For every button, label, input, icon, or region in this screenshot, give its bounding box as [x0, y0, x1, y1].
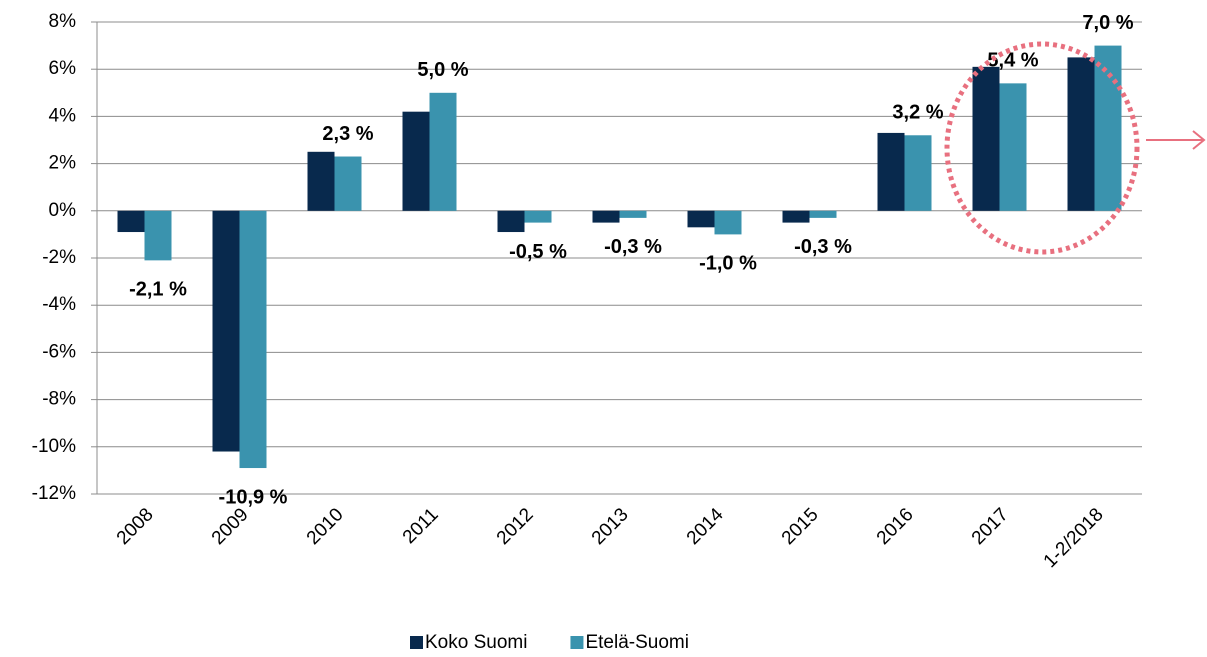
- bar: [809, 210, 837, 218]
- value-label: -0,5 %: [509, 241, 567, 263]
- y-tick-label: 0%: [49, 200, 77, 221]
- highlight-circle: [944, 41, 1140, 255]
- legend-swatch: [570, 636, 584, 649]
- bar: [592, 210, 620, 223]
- bar: [972, 66, 1000, 211]
- value-label: 2,3 %: [322, 123, 373, 145]
- bar: [524, 210, 552, 223]
- y-tick-label: 2%: [49, 153, 77, 174]
- x-tick-label: 2014: [683, 504, 728, 549]
- bar: [877, 132, 905, 211]
- x-tick-label: 2009: [208, 504, 253, 549]
- y-tick-label: -6%: [42, 341, 76, 362]
- value-label: -10,9 %: [219, 486, 288, 508]
- bar: [999, 83, 1027, 211]
- bar: [334, 156, 362, 211]
- bar: [402, 111, 430, 211]
- value-label: -2,1 %: [129, 279, 187, 301]
- bar: [687, 210, 715, 228]
- x-tick-label: 2010: [303, 504, 348, 549]
- x-tick-label: 2008: [113, 504, 158, 549]
- y-tick-label: -2%: [42, 247, 76, 268]
- bar: [307, 151, 335, 211]
- y-tick-label: -4%: [42, 294, 76, 315]
- bar: [782, 210, 810, 223]
- x-tick-label: 2011: [399, 504, 443, 548]
- y-tick-label: -8%: [42, 389, 76, 410]
- bars: -2,1 % -10,9 % 2,3 % 5,0 % -0,5 % -0,3 % -1,0 …: [117, 12, 1134, 508]
- y-tick-label: 8%: [49, 11, 77, 32]
- y-tick-label: 6%: [49, 58, 77, 79]
- y-tick-label: -10%: [32, 436, 76, 457]
- bar: [117, 210, 145, 233]
- value-label: 5,4 %: [987, 50, 1038, 72]
- legend-swatch: [410, 636, 423, 649]
- bar: [714, 210, 742, 235]
- y-tick-label: -12%: [32, 483, 76, 504]
- value-label: -0,3 %: [794, 236, 852, 258]
- bar: [429, 92, 457, 211]
- value-label: 3,2 %: [892, 102, 943, 124]
- bar: [619, 210, 647, 218]
- bar: [1067, 57, 1095, 211]
- y-tick-label: 4%: [49, 105, 77, 126]
- bar: [1094, 45, 1122, 211]
- value-label: -0,3 %: [604, 236, 662, 258]
- x-tick-label: 1-2/2018: [1040, 504, 1108, 572]
- legend: Koko Suomi Etelä-Suomi: [410, 632, 689, 653]
- legend-label: Etelä-Suomi: [585, 632, 689, 653]
- value-label: -1,0 %: [699, 253, 757, 275]
- bar: [212, 210, 240, 452]
- grid: -12% -10% -8% -6% -4% -2% 0% 2% 4% 6% 8%: [32, 11, 1142, 504]
- value-label: 7,0 %: [1082, 12, 1133, 34]
- x-tick-label: 2017: [968, 504, 1013, 549]
- legend-label: Koko Suomi: [425, 632, 527, 653]
- bar: [239, 210, 267, 469]
- arrow-head: [1192, 130, 1206, 150]
- x-tick-label: 2012: [493, 504, 538, 549]
- bar: [497, 210, 525, 233]
- x-tick-label: 2015: [778, 504, 823, 549]
- bar: [904, 135, 932, 211]
- value-label: 5,0 %: [417, 59, 468, 81]
- x-tick-label: 2013: [588, 504, 633, 549]
- bar: [144, 210, 172, 261]
- x-tick-label: 2016: [873, 504, 918, 549]
